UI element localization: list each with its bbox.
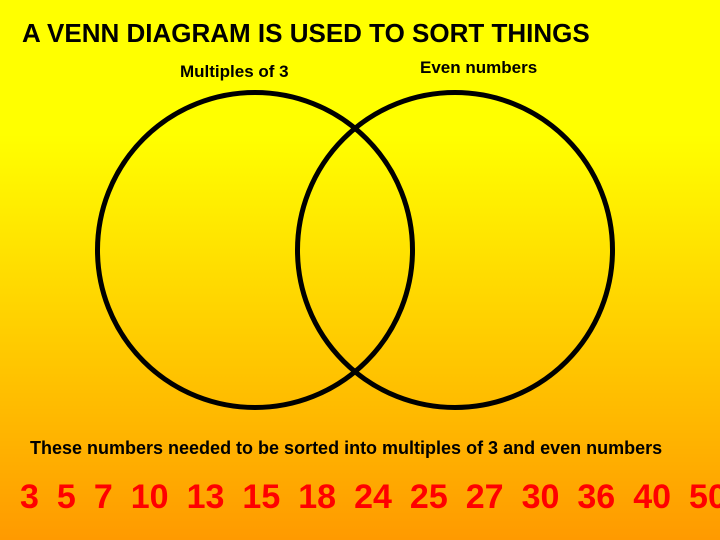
caption-text: These numbers needed to be sorted into m… (30, 438, 662, 459)
number-item: 10 (131, 478, 169, 516)
number-item: 25 (410, 478, 448, 516)
number-item: 18 (298, 478, 336, 516)
number-item: 15 (242, 478, 280, 516)
number-item: 27 (466, 478, 504, 516)
number-item: 13 (187, 478, 225, 516)
slide: A VENN DIAGRAM IS USED TO SORT THINGS Mu… (0, 0, 720, 540)
venn-right-label: Even numbers (420, 58, 537, 78)
number-item: 50 (689, 478, 720, 516)
number-item: 36 (577, 478, 615, 516)
number-item: 24 (354, 478, 392, 516)
number-item: 5 (57, 478, 76, 516)
number-item: 7 (94, 478, 113, 516)
numbers-row: 357 10 13 15 18 24 25 27 30 36 40 50 (20, 478, 720, 517)
page-title: A VENN DIAGRAM IS USED TO SORT THINGS (22, 18, 590, 49)
number-item: 30 (522, 478, 560, 516)
number-item: 3 (20, 478, 39, 516)
number-item: 40 (633, 478, 671, 516)
venn-left-label: Multiples of 3 (180, 62, 289, 82)
venn-circle-right (295, 90, 615, 410)
